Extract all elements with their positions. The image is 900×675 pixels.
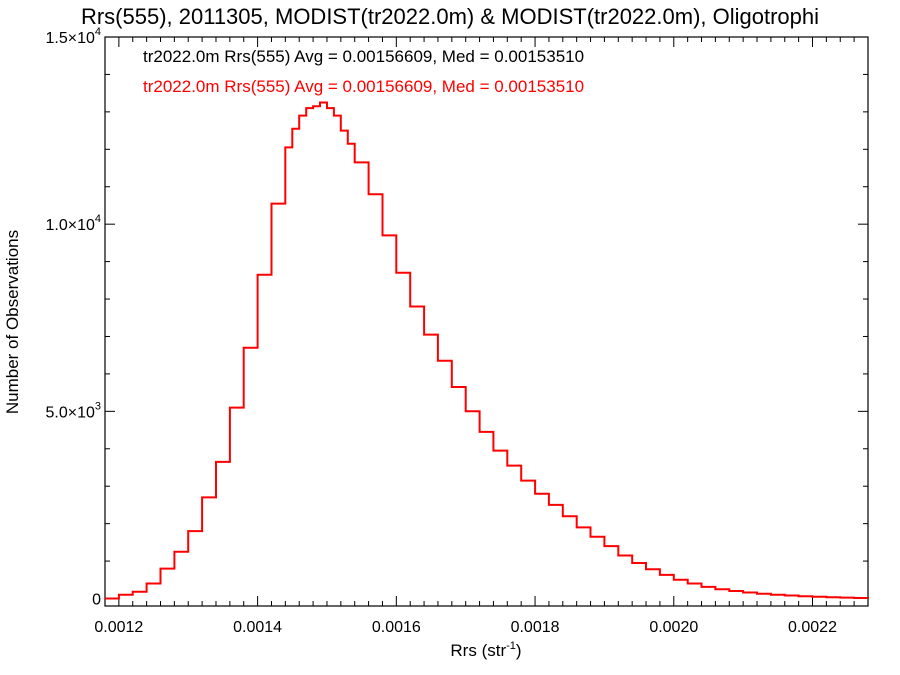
x-tick-label: 0.0022 — [788, 619, 837, 636]
annotation-black: tr2022.0m Rrs(555) Avg = 0.00156609, Med… — [143, 47, 584, 66]
x-tick-label: 0.0020 — [649, 619, 698, 636]
plot-frame — [104, 36, 869, 607]
histogram-series-line — [105, 101, 869, 600]
y-tick-label: 1.0×104 — [45, 213, 101, 234]
x-tick-labels: 0.0012 0.0014 0.0016 0.0018 0.0020 0.0022 — [94, 619, 837, 636]
y-tick-label: 5.0×103 — [45, 400, 101, 421]
annotation-red: tr2022.0m Rrs(555) Avg = 0.00156609, Med… — [143, 77, 584, 96]
tick-marks — [104, 36, 869, 606]
chart-title: Rrs(555), 2011305, MODIST(tr2022.0m) & M… — [80, 4, 820, 29]
y-axis-label: Number of Observations — [3, 230, 22, 414]
y-tick-labels: 0 5.0×103 1.0×104 1.5×104 — [45, 26, 101, 609]
x-tick-label: 0.0014 — [233, 619, 282, 636]
x-tick-label: 0.0012 — [94, 619, 143, 636]
x-tick-label: 0.0018 — [511, 619, 560, 636]
y-tick-label: 0 — [92, 592, 101, 609]
y-tick-label: 1.5×104 — [45, 26, 101, 47]
x-tick-label: 0.0016 — [372, 619, 421, 636]
x-axis-label: Rrs (str-1) — [450, 640, 521, 660]
